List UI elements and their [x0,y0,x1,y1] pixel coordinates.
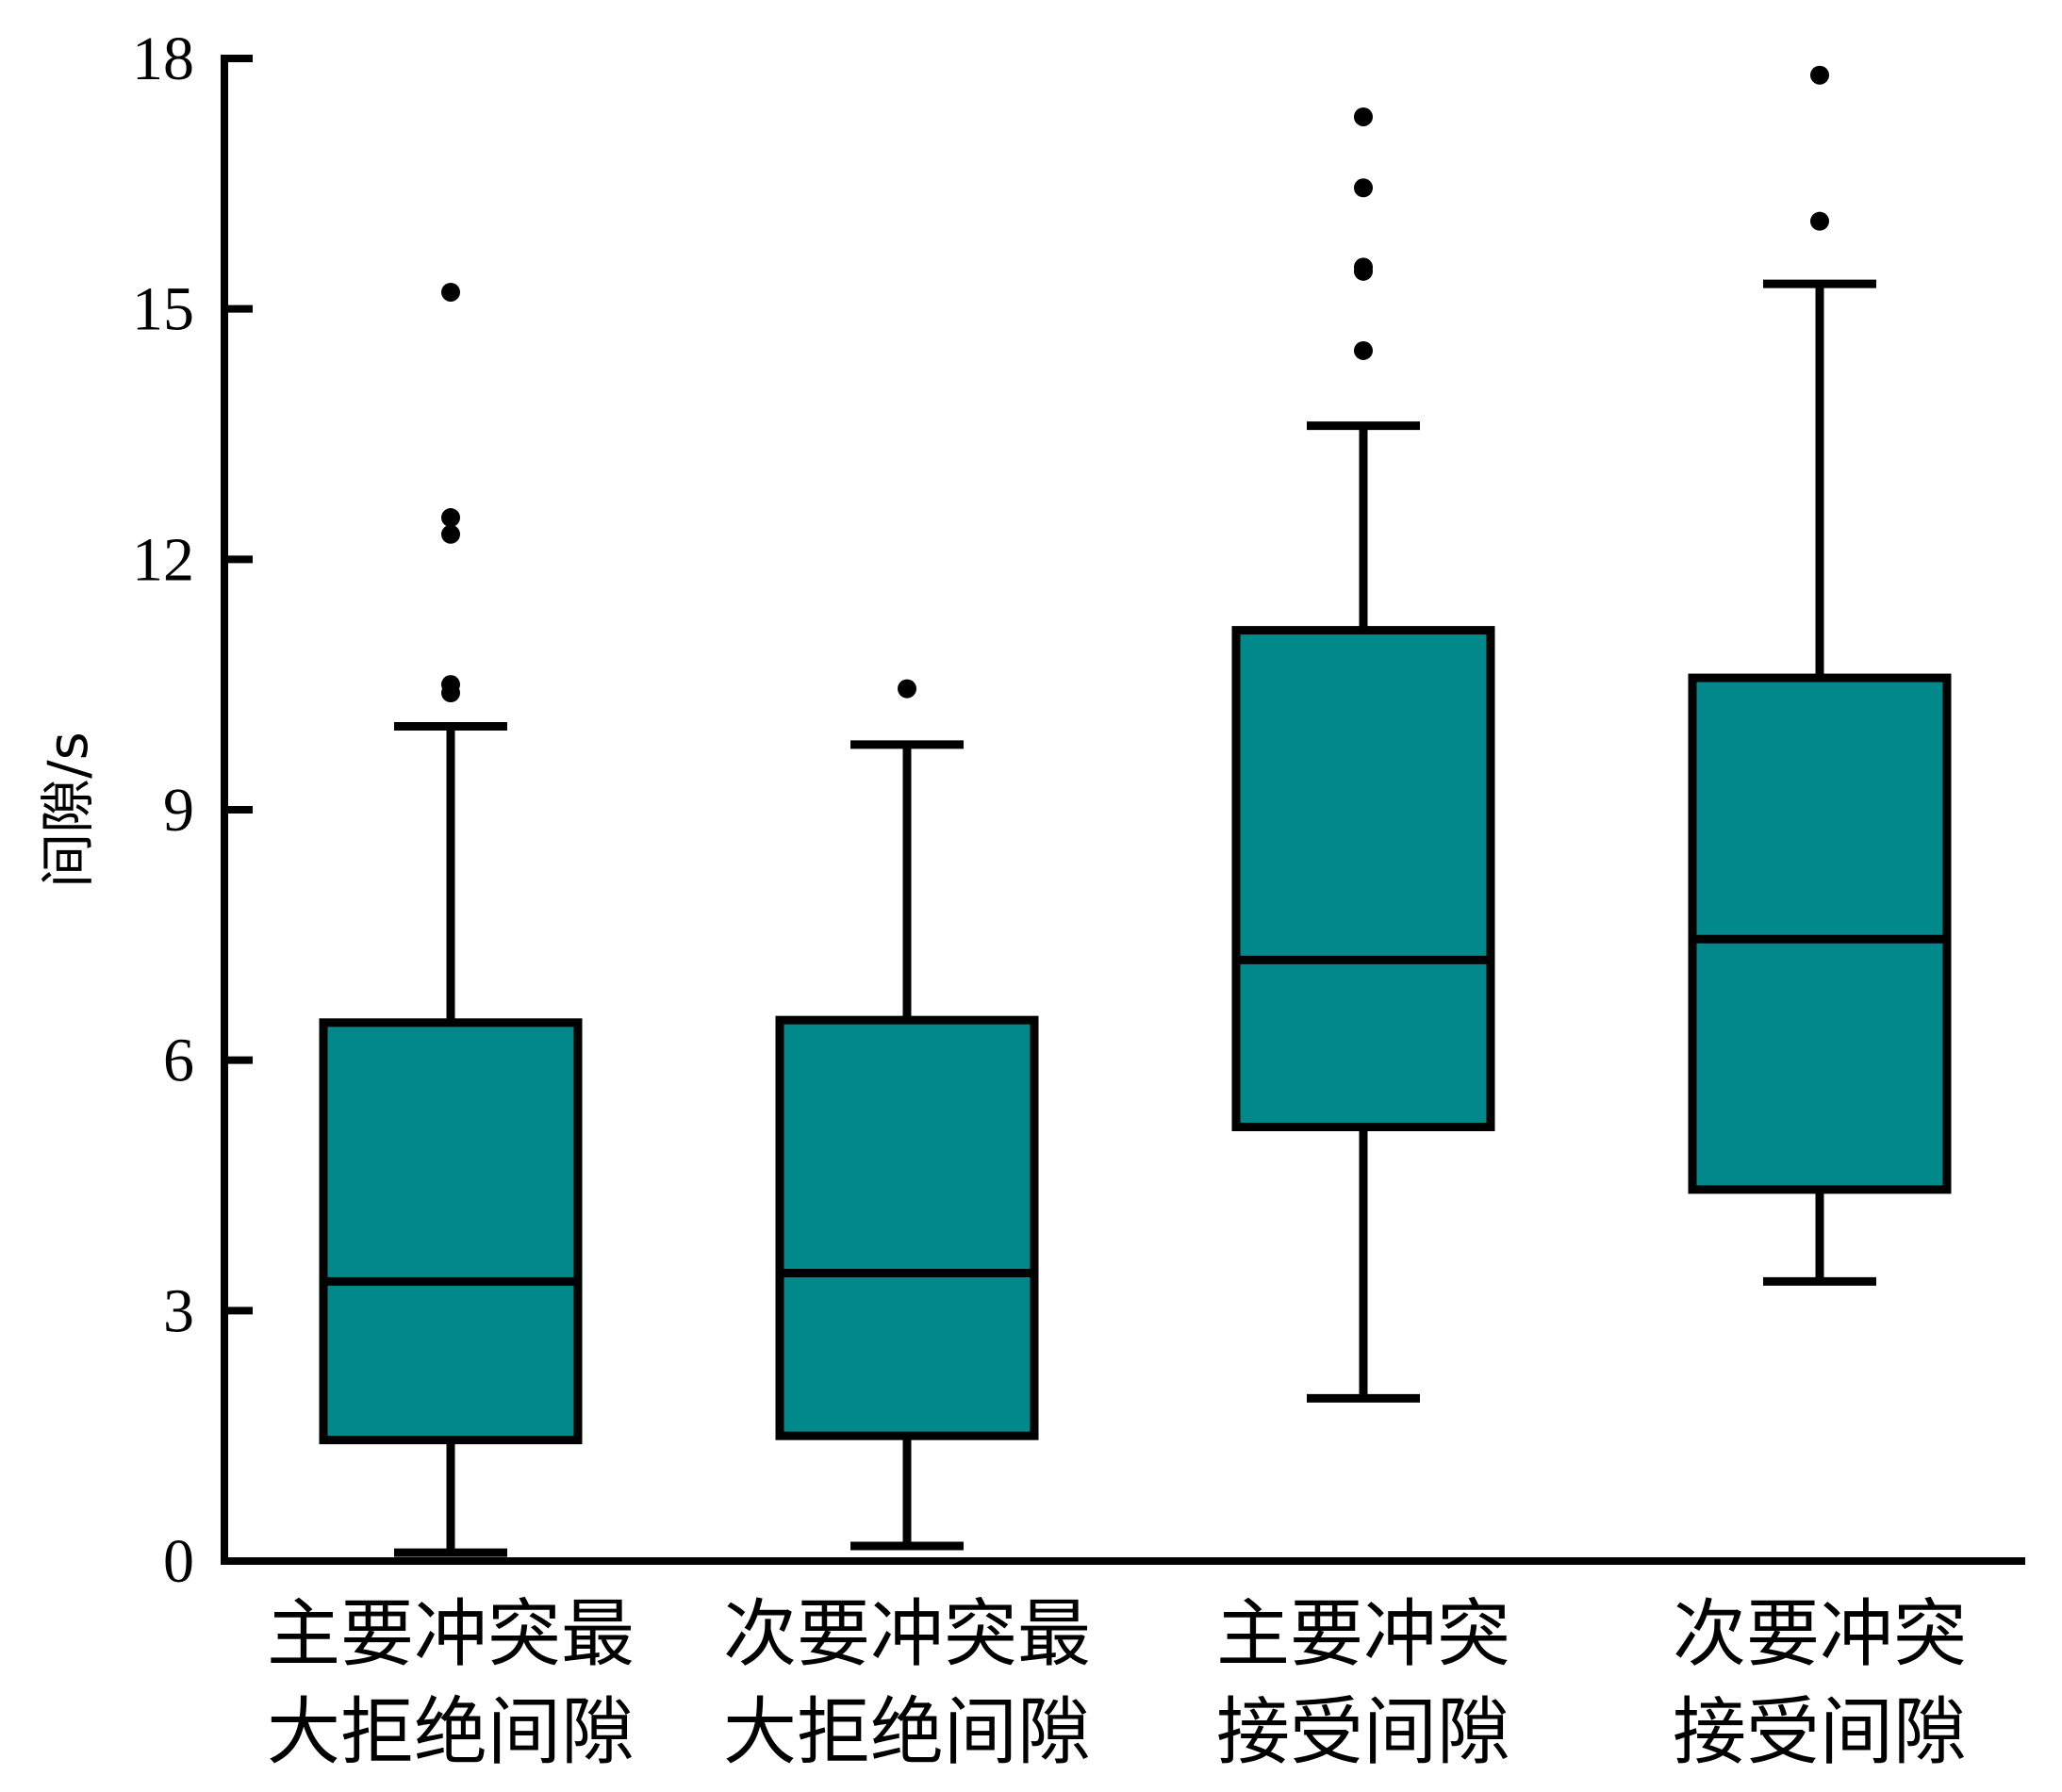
box-plot-series [319,65,1952,1557]
outlier-point [1354,340,1373,360]
category-label-line: 接受间隙 [1216,1690,1510,1775]
iqr-box [1231,626,1495,1132]
outlier-point [1810,65,1829,85]
iqr-box [775,1015,1039,1440]
category-label-line: 接受间隙 [1673,1690,1967,1775]
outlier-point [441,524,460,544]
outlier-point [1354,107,1373,126]
outlier-point [441,508,460,528]
category-label-line: 次要冲突 [1673,1592,1967,1677]
category-label: 次要冲突接受间隙 [1673,1592,1967,1775]
category-label: 主要冲突最大拒绝间隙 [267,1592,635,1775]
outlier-point [441,675,460,695]
outlier-point [1354,178,1373,198]
category-label-line: 大拒绝间隙 [267,1690,635,1775]
outlier-point [441,282,460,302]
y-tick-label: 0 [163,1527,194,1596]
y-axis-title: 间隙/s [36,732,100,888]
y-tick-marks [224,55,253,1565]
category-label-line: 大拒绝间隙 [723,1690,1091,1775]
box-group [1231,107,1495,1403]
outlier-point [1354,257,1373,277]
y-tick-label: 6 [163,1027,194,1095]
category-label-line: 主要冲突最 [267,1592,635,1677]
outlier-point [1810,211,1829,231]
category-label: 主要冲突接受间隙 [1216,1592,1510,1775]
iqr-box [319,1018,583,1445]
axes [221,55,2025,1565]
y-tick-label: 15 [132,275,194,344]
box-group [319,282,583,1557]
box-group [1688,65,1952,1286]
y-tick-label: 3 [163,1276,194,1345]
y-tick-label: 12 [132,525,194,594]
category-label-line: 次要冲突最 [723,1592,1091,1677]
category-label: 次要冲突最大拒绝间隙 [723,1592,1091,1775]
category-label-line: 主要冲突 [1216,1592,1510,1677]
y-tick-label: 9 [163,776,194,845]
iqr-box [1688,673,1952,1194]
y-tick-label: 18 [132,25,194,93]
box-group [775,679,1039,1551]
outlier-point [898,679,916,699]
y-tick-labels: 0 3 6 9 12 15 18 [132,25,194,1596]
